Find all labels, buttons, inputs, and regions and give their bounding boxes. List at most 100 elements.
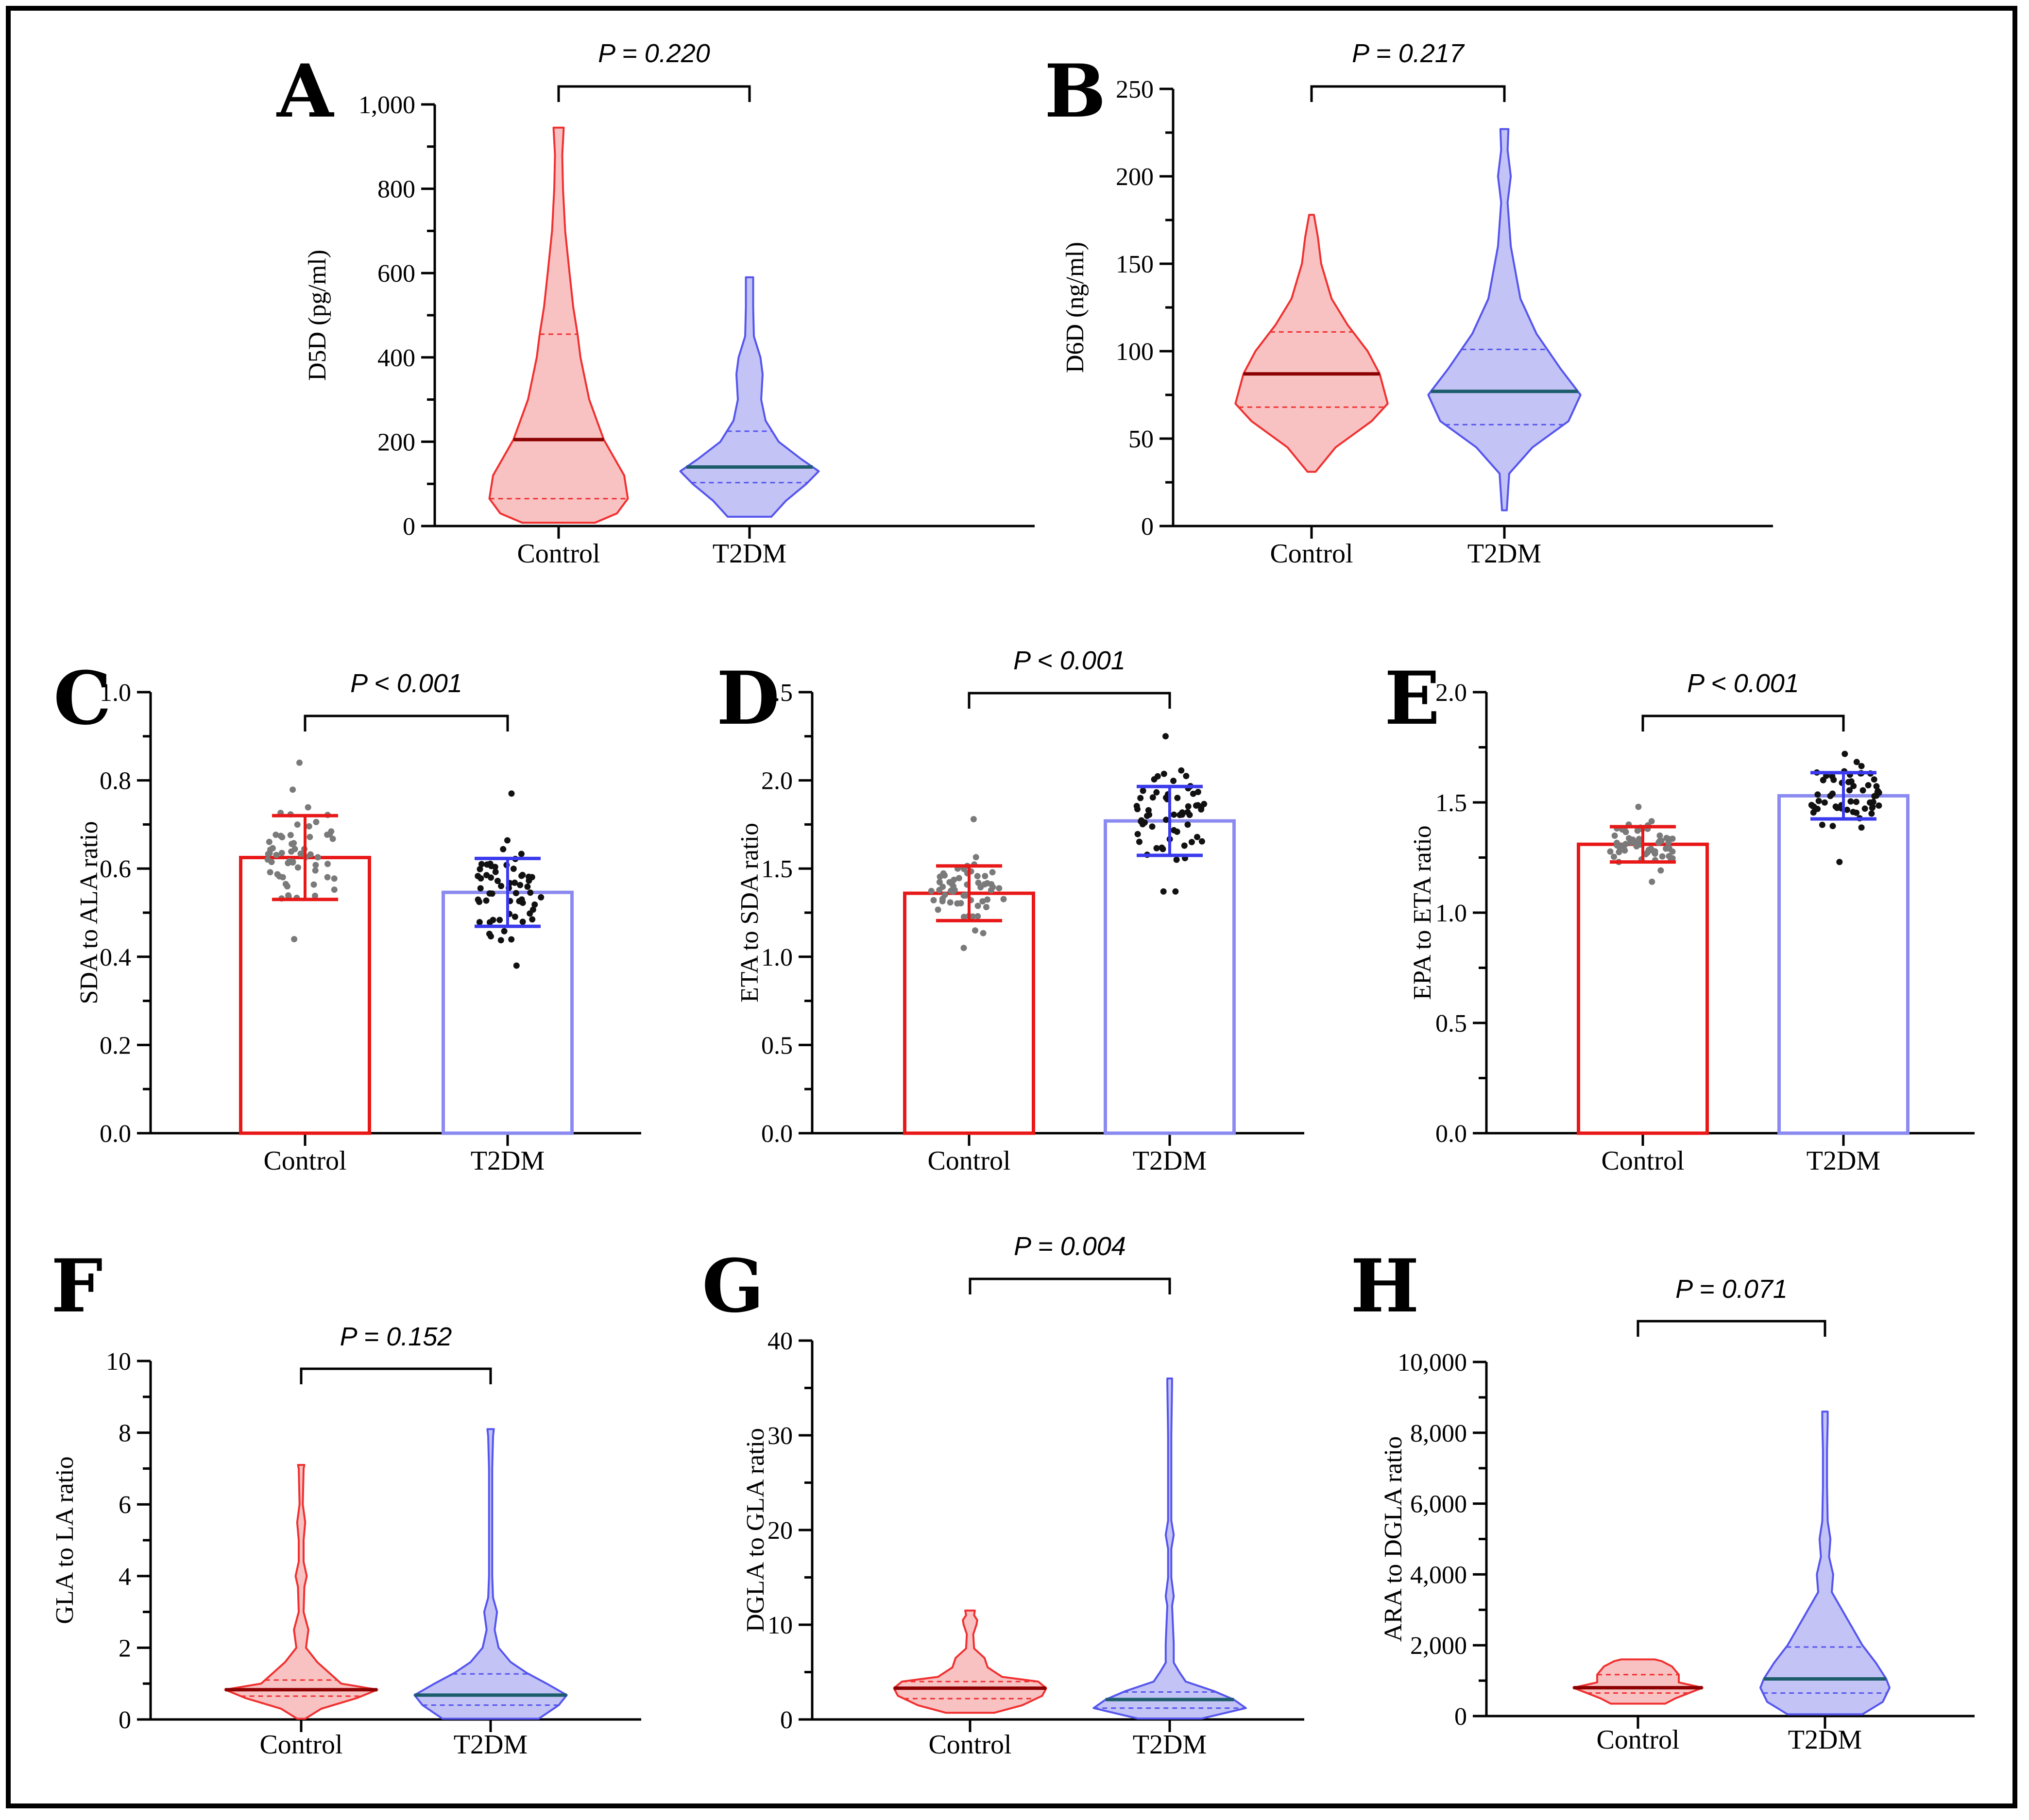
significance-bracket (300, 1367, 492, 1384)
data-point (504, 837, 511, 844)
panel-e: E 0.0 0.5 1.0 1.5 2.0 EPA to ETA ratio Control T… (1384, 656, 1975, 1176)
y-tick-label: 200 (377, 428, 415, 456)
data-point (1868, 810, 1875, 817)
bar-group-control (903, 816, 1035, 1135)
data-point (1178, 767, 1185, 774)
p-value-label: P < 0.001 (350, 669, 462, 698)
data-point (1188, 839, 1195, 846)
violin-t2dm (679, 276, 820, 518)
data-point (1198, 806, 1205, 813)
x-tick-label-control: Control (1601, 1146, 1684, 1176)
bar-group-control (239, 759, 371, 1135)
y-tick-label: 1.0 (100, 679, 131, 707)
bar-t2dm (1777, 794, 1910, 1135)
panel-c: C 0.0 0.2 0.4 0.6 0.8 1.0 SDA to ALA ratio Contr… (53, 656, 641, 1176)
data-point (1658, 837, 1665, 844)
p-value-label: P = 0.004 (1014, 1232, 1126, 1261)
data-point (1861, 805, 1868, 812)
data-point (305, 804, 311, 811)
data-point (1160, 770, 1167, 777)
bar-control (903, 891, 1035, 1135)
p-value-label: P = 0.071 (1675, 1275, 1788, 1304)
data-point (1198, 838, 1205, 845)
violin-control (1234, 214, 1389, 473)
data-point (1871, 793, 1878, 799)
data-point (947, 899, 954, 906)
violin-control (488, 126, 629, 524)
y-tick-label: 0.4 (100, 944, 131, 971)
data-point (1159, 844, 1165, 851)
y-tick-label: 1.5 (761, 855, 793, 883)
data-point (1153, 845, 1160, 851)
panel-letter-e: E (1384, 656, 1440, 741)
data-point (510, 866, 517, 872)
data-point (1853, 799, 1859, 805)
x-tick-label-t2dm: T2DM (1133, 1146, 1207, 1176)
panel-letter-a: A (276, 49, 335, 134)
data-point (1829, 790, 1836, 797)
data-point (979, 898, 986, 905)
x-tick-label-control: Control (1596, 1725, 1679, 1755)
data-point (970, 816, 977, 822)
data-point (492, 868, 499, 875)
data-point (1136, 838, 1142, 845)
data-point (1614, 842, 1620, 849)
data-point (936, 879, 943, 885)
data-point (310, 881, 317, 888)
data-point (328, 828, 335, 835)
data-point (1149, 794, 1156, 801)
data-point (1850, 809, 1857, 816)
data-point (501, 928, 508, 935)
data-point (1873, 783, 1880, 790)
y-tick-label: 0.2 (100, 1032, 131, 1059)
y-axis-title: ETA to SDA ratio (736, 823, 764, 1003)
y-tick-label: 0.0 (1435, 1120, 1467, 1148)
y-tick-label: 10,000 (1398, 1349, 1467, 1377)
data-point (1820, 777, 1826, 783)
violin-body-t2dm (1427, 128, 1582, 511)
x-tick-label-t2dm: T2DM (454, 1730, 528, 1760)
significance-bracket (1310, 85, 1506, 102)
data-point (1186, 812, 1193, 818)
data-point (508, 790, 515, 797)
y-axis-title: GLA to LA ratio (51, 1456, 79, 1624)
data-point (972, 927, 978, 934)
data-point (1140, 787, 1146, 794)
y-tick-label: 6 (119, 1491, 131, 1519)
panel-d: D 0.0 0.5 1.0 1.5 2.0 2.5 ETA to SDA ratio Contr… (716, 646, 1304, 1176)
data-point (1138, 818, 1144, 825)
x-tick-label-t2dm: T2DM (1807, 1146, 1880, 1176)
y-tick-label: 20 (767, 1517, 793, 1545)
data-point (1620, 845, 1627, 851)
violin-t2dm (413, 1428, 568, 1720)
data-point (519, 919, 526, 925)
violin-control (224, 1464, 378, 1720)
significance-bracket (968, 692, 1171, 709)
data-point (324, 874, 331, 881)
y-tick-label: 0.5 (761, 1032, 793, 1059)
data-point (1841, 750, 1848, 757)
x-tick-label-control: Control (1270, 539, 1353, 569)
y-tick-label: 8,000 (1410, 1420, 1467, 1447)
panel-letter-g: G (702, 1243, 764, 1329)
y-tick-label: 0.5 (1435, 1010, 1467, 1038)
data-point (989, 869, 996, 876)
data-point (1171, 811, 1177, 818)
data-point (273, 832, 279, 838)
violin-body-t2dm (1759, 1411, 1891, 1716)
data-point (1607, 848, 1614, 855)
significance-bracket (1641, 714, 1845, 731)
data-point (306, 823, 312, 830)
data-point (1134, 831, 1141, 837)
data-point (1145, 807, 1152, 814)
p-value-label: P < 0.001 (1013, 646, 1125, 675)
data-point (290, 840, 297, 847)
bar-control (1577, 842, 1709, 1135)
data-point (1844, 806, 1850, 813)
p-value-label: P < 0.001 (1687, 669, 1799, 698)
data-point (331, 886, 338, 893)
x-tick-label-t2dm: T2DM (713, 539, 786, 569)
data-point (287, 832, 294, 838)
data-point (928, 887, 935, 894)
data-point (1821, 799, 1828, 806)
